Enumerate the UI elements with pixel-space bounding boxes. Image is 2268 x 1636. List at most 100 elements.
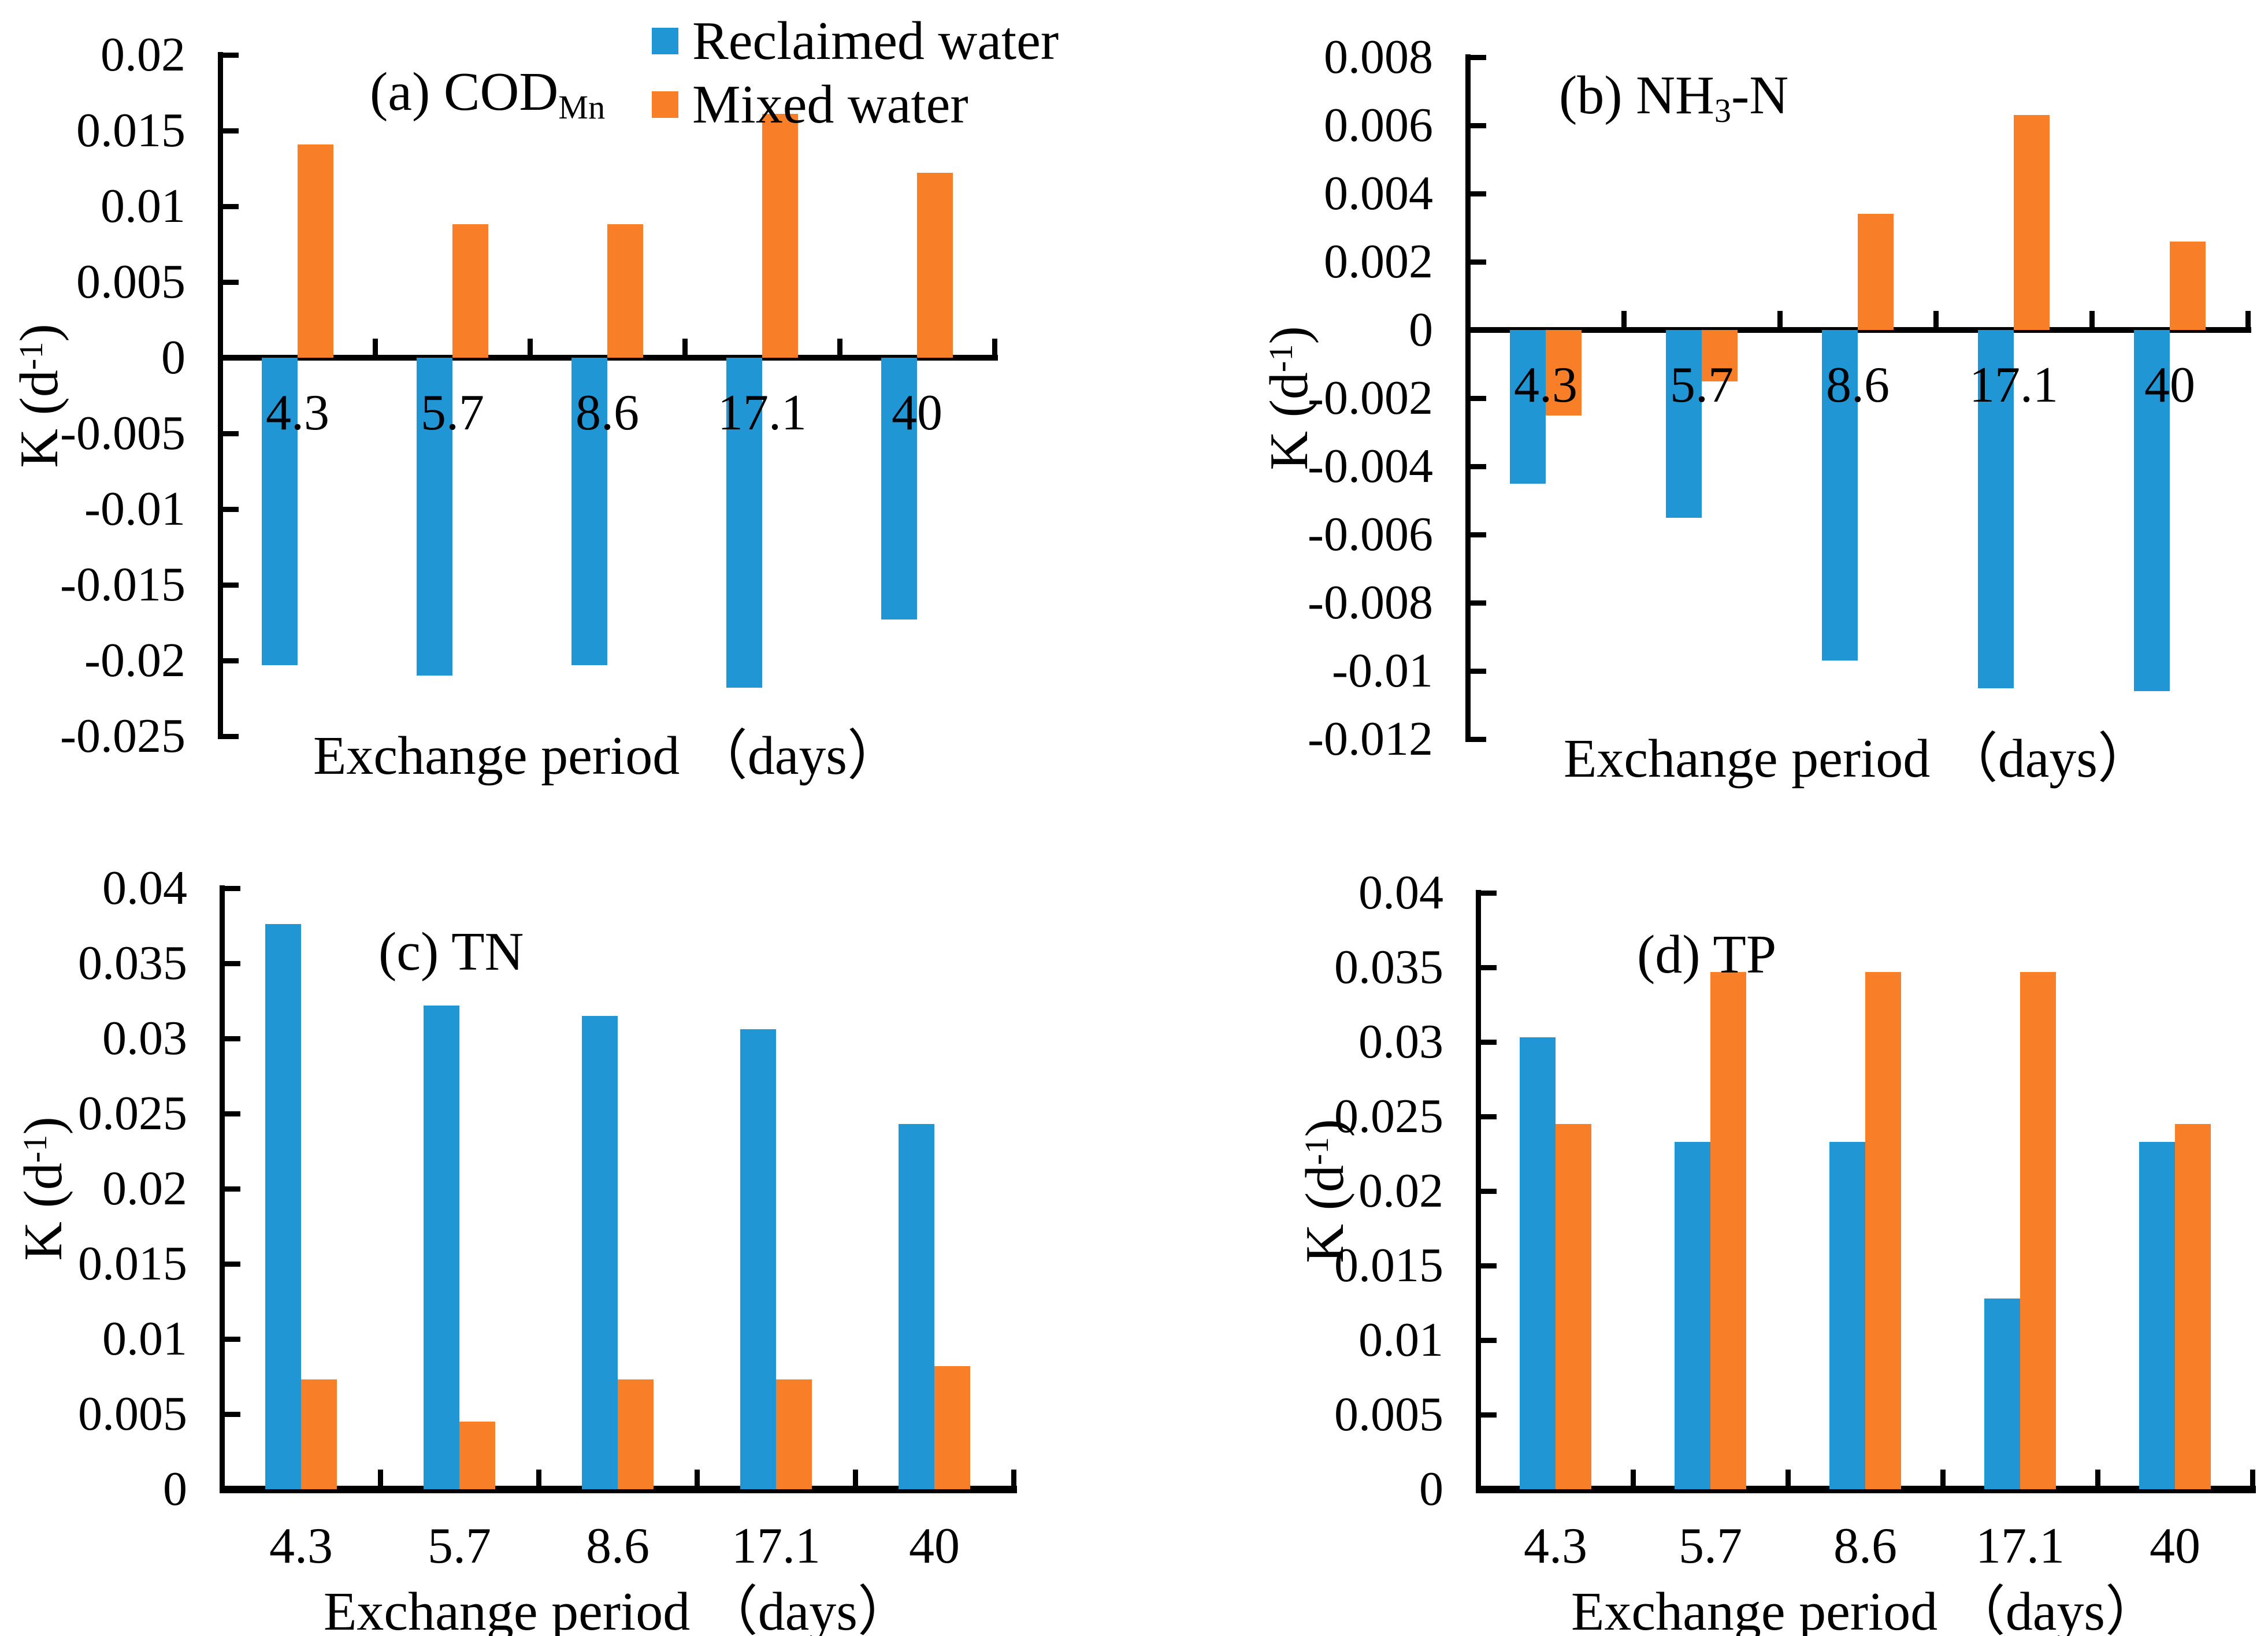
panel-nh3-n: 0.008 0.006 0.004 0.002 0 -0.002 -0.004 -0.006 -… bbox=[1134, 0, 2268, 818]
x-axis-tick bbox=[1777, 311, 1783, 327]
y-tick-label: 0.006 bbox=[1324, 98, 1433, 152]
category-label-8.6: 8.6 bbox=[1826, 357, 1890, 413]
y-axis-tick bbox=[224, 1111, 240, 1116]
x-axis-tick bbox=[694, 1469, 700, 1486]
category-label-4.3: 4.3 bbox=[269, 1518, 333, 1574]
x-axis-label: Exchange period （days） bbox=[1571, 1582, 2160, 1636]
y-axis-tick bbox=[222, 280, 239, 285]
y-axis-tick bbox=[1480, 891, 1497, 896]
category-label-4.3: 4.3 bbox=[266, 385, 329, 441]
y-axis-label: K (d-1) bbox=[13, 1116, 73, 1261]
bar-mixed-17.1 bbox=[776, 1379, 812, 1489]
y-tick-label: 0.03 bbox=[102, 1011, 187, 1065]
y-tick-label: -0.005 bbox=[60, 406, 185, 460]
bar-reclaimed-5.7 bbox=[424, 1005, 459, 1489]
bar-mixed-5.7 bbox=[452, 224, 488, 358]
y-axis-tick bbox=[1470, 123, 1486, 128]
y-axis-label: K (d-1) bbox=[9, 323, 69, 468]
bar-reclaimed-4.3 bbox=[1510, 330, 1546, 484]
category-label-40: 40 bbox=[2144, 357, 2195, 413]
category-label-40: 40 bbox=[909, 1518, 960, 1574]
bar-reclaimed-8.6 bbox=[1829, 1141, 1865, 1489]
y-axis-tick bbox=[1480, 1338, 1497, 1343]
bar-reclaimed-17.1 bbox=[740, 1029, 776, 1489]
bar-mixed-40 bbox=[934, 1366, 970, 1489]
y-axis-label: K (d-1) bbox=[1259, 326, 1319, 470]
bar-mixed-40 bbox=[2175, 1123, 2211, 1489]
y-axis-tick bbox=[222, 431, 239, 436]
x-axis-tick bbox=[536, 1469, 541, 1486]
category-label-4.3: 4.3 bbox=[1524, 1518, 1587, 1574]
y-tick-label: 0.015 bbox=[78, 1237, 187, 1290]
panel-cod-mn: 0.02 0.015 0.01 0.005 0 -0.005 -0.01 -0.015 -0.0… bbox=[0, 0, 1134, 818]
x-axis-tick bbox=[837, 339, 842, 355]
bar-reclaimed-4.3 bbox=[265, 924, 301, 1489]
bar-reclaimed-40 bbox=[2139, 1141, 2175, 1489]
y-axis-line bbox=[1465, 54, 1471, 742]
x-axis-tick bbox=[992, 339, 997, 355]
y-tick-label: 0.01 bbox=[102, 1312, 187, 1366]
y-tick-label: -0.008 bbox=[1308, 576, 1433, 629]
x-axis-line bbox=[220, 1485, 1017, 1493]
bar-mixed-5.7 bbox=[459, 1422, 495, 1489]
bar-reclaimed-17.1 bbox=[726, 358, 762, 688]
x-axis-tick bbox=[1011, 1469, 1016, 1486]
bar-reclaimed-4.3 bbox=[1520, 1037, 1556, 1489]
x-axis-tick bbox=[682, 339, 688, 355]
y-tick-label: -0.015 bbox=[60, 558, 185, 611]
bar-mixed-4.3 bbox=[1556, 1123, 1591, 1489]
y-tick-label: 0.005 bbox=[1334, 1388, 1443, 1441]
y-axis-tick bbox=[1470, 737, 1486, 742]
category-label-5.7: 5.7 bbox=[1670, 357, 1734, 413]
y-axis-tick bbox=[1470, 669, 1486, 674]
legend: Reclaimed water Mixed water bbox=[652, 12, 1059, 139]
bar-mixed-40 bbox=[2170, 241, 2206, 330]
y-axis-line bbox=[220, 885, 225, 1492]
panel-title-b: (b) NH3-N bbox=[1559, 65, 1789, 129]
category-label-17.1: 17.1 bbox=[1969, 357, 2058, 413]
bar-mixed-5.7 bbox=[1710, 971, 1746, 1489]
y-tick-label: 0.02 bbox=[101, 28, 185, 81]
y-axis-tick bbox=[1470, 464, 1486, 469]
y-tick-label: 0.035 bbox=[1334, 940, 1443, 994]
y-axis-label: K (d-1) bbox=[1295, 1119, 1355, 1263]
bar-mixed-8.6 bbox=[618, 1379, 654, 1489]
y-axis-tick bbox=[224, 961, 240, 966]
x-axis-tick bbox=[2089, 311, 2095, 327]
y-axis-tick bbox=[1470, 55, 1486, 60]
bar-reclaimed-40 bbox=[899, 1124, 934, 1489]
y-tick-label: 0.005 bbox=[78, 1387, 187, 1441]
y-axis-tick bbox=[222, 658, 239, 663]
x-axis-tick bbox=[1940, 1469, 1946, 1486]
y-tick-label: 0.03 bbox=[1358, 1015, 1443, 1069]
y-tick-label: 0.035 bbox=[78, 936, 187, 990]
y-tick-label: 0.015 bbox=[1334, 1238, 1443, 1292]
y-tick-label: 0.025 bbox=[78, 1086, 187, 1140]
y-tick-label: 0.008 bbox=[1324, 30, 1433, 84]
y-axis-tick bbox=[222, 204, 239, 209]
x-axis-tick bbox=[1933, 311, 1939, 327]
category-label-40: 40 bbox=[892, 385, 942, 441]
mixed-water-swatch-icon bbox=[652, 91, 678, 118]
y-tick-label: -0.02 bbox=[84, 633, 185, 687]
bar-mixed-4.3 bbox=[301, 1379, 337, 1489]
bar-mixed-8.6 bbox=[1865, 971, 1901, 1489]
y-axis-tick bbox=[224, 1036, 240, 1041]
y-axis-tick bbox=[1470, 191, 1486, 196]
bar-reclaimed-8.6 bbox=[571, 358, 607, 665]
category-label-17.1: 17.1 bbox=[732, 1518, 821, 1574]
panel-title-d: (d) TP bbox=[1637, 925, 1777, 985]
legend-item-reclaimed-water: Reclaimed water bbox=[652, 12, 1059, 71]
y-axis-tick bbox=[224, 1337, 240, 1342]
bar-reclaimed-40 bbox=[2134, 330, 2170, 692]
x-axis-tick bbox=[1785, 1469, 1791, 1486]
category-label-4.3: 4.3 bbox=[1514, 357, 1577, 413]
y-axis-line bbox=[1476, 890, 1481, 1492]
bar-mixed-5.7 bbox=[1702, 330, 1738, 381]
y-tick-label: -0.006 bbox=[1308, 507, 1433, 561]
y-tick-label: -0.004 bbox=[1308, 439, 1433, 493]
y-tick-label: -0.002 bbox=[1308, 371, 1433, 425]
category-label-40: 40 bbox=[2150, 1518, 2200, 1574]
y-tick-label: 0.02 bbox=[1358, 1164, 1443, 1218]
category-label-8.6: 8.6 bbox=[586, 1518, 649, 1574]
